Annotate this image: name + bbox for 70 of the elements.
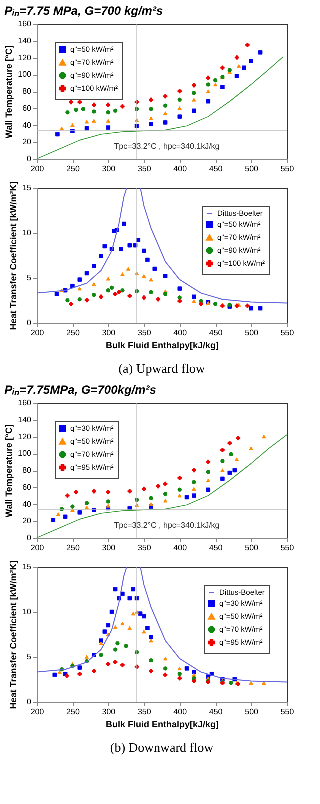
y-axis-title: Heat Transfer Coefficient [kW/m²K]: [8, 182, 19, 330]
y-tick-label: 0: [27, 534, 32, 542]
y-tick-label: 10: [22, 228, 32, 238]
x-tick-label: 450: [209, 544, 224, 552]
x-tick-label: 450: [209, 708, 224, 716]
x-tick-label: 450: [209, 328, 224, 338]
x-tick-label: 350: [138, 544, 152, 552]
y-tick-label: 15: [22, 562, 32, 572]
x-tick-label: 550: [280, 164, 295, 174]
x-tick-label: 200: [30, 544, 45, 552]
y-axis-title: Wall Temperature [°C]: [4, 45, 14, 139]
x-tick-label: 450: [209, 164, 224, 174]
y-tick-label: 100: [18, 449, 32, 458]
x-tick-label: 300: [102, 328, 116, 338]
y-tick-label: 0: [27, 698, 32, 706]
y-tick-label: 5: [27, 274, 32, 282]
y-tick-label: 40: [22, 500, 32, 509]
x-tick-label: 250: [66, 328, 80, 338]
y-tick-label: 80: [22, 87, 32, 96]
x-tick-label: 350: [138, 328, 152, 338]
x-tick-label: 350: [138, 708, 152, 716]
x-axis-title: Bulk Fluid Enthalpy[kJ/kg]: [106, 720, 220, 730]
x-tick-label: 200: [30, 708, 45, 716]
y-tick-label: 140: [18, 36, 32, 46]
y-tick-label: 80: [22, 466, 32, 475]
x-tick-label: 550: [280, 708, 295, 716]
y-tick-label: 60: [22, 104, 32, 113]
text: (a) Upward flow: [118, 361, 206, 376]
x-tick-label: 250: [66, 544, 80, 552]
y-tick-label: 40: [22, 120, 32, 130]
x-tick-label: 550: [280, 544, 295, 552]
annotation: Tpc=33.2°C , hpc=340.1kJ/kg: [114, 521, 220, 530]
x-tick-label: 300: [102, 544, 116, 552]
x-tick-label: 350: [138, 164, 152, 174]
y-tick-label: 20: [22, 138, 32, 147]
y-tick-label: 140: [18, 415, 32, 424]
y-tick-label: 20: [22, 516, 32, 526]
y-tick-label: 100: [18, 70, 32, 80]
x-tick-label: 400: [174, 544, 188, 552]
y-tick-label: 5: [27, 652, 32, 662]
x-tick-label: 300: [102, 164, 116, 174]
y-tick-label: 120: [18, 53, 32, 62]
y-tick-label: 0: [27, 318, 32, 328]
chart-title: Pᵢₙ=7.75MPa, G=700kg/m²s: [4, 383, 157, 397]
y-tick-label: 15: [22, 184, 32, 192]
y-tick-label: 0: [27, 154, 32, 164]
x-tick-label: 250: [66, 708, 80, 716]
text: (b) Downward flow: [110, 740, 214, 755]
x-tick-label: 400: [174, 164, 188, 174]
annotation: Tpc=33.2°C , hpc=340.1kJ/kg: [114, 142, 220, 151]
chart-title: Pᵢₙ=7.75 MPa, G=700 kg/m²s: [4, 4, 164, 18]
x-tick-label: 250: [66, 164, 80, 174]
x-tick-label: 500: [245, 708, 260, 716]
y-tick-label: 10: [22, 608, 32, 616]
x-tick-label: 200: [30, 164, 45, 174]
x-tick-label: 400: [174, 328, 188, 338]
y-tick-label: 160: [18, 398, 32, 408]
x-tick-label: 500: [245, 328, 260, 338]
y-tick-label: 120: [18, 432, 32, 442]
y-tick-label: 160: [18, 20, 32, 28]
x-tick-label: 550: [280, 328, 295, 338]
x-tick-label: 200: [30, 328, 45, 338]
y-tick-label: 60: [22, 482, 32, 492]
y-axis-title: Wall Temperature [°C]: [4, 424, 14, 518]
x-tick-label: 300: [102, 708, 116, 716]
x-tick-label: 500: [245, 164, 260, 174]
y-axis-title: Heat Transfer Coefficient [kW/m²K]: [8, 560, 19, 710]
x-axis-title: Bulk Fluid Enthalpy[kJ/kg]: [106, 340, 220, 350]
x-tick-label: 500: [245, 544, 260, 552]
x-tick-label: 400: [174, 708, 188, 716]
